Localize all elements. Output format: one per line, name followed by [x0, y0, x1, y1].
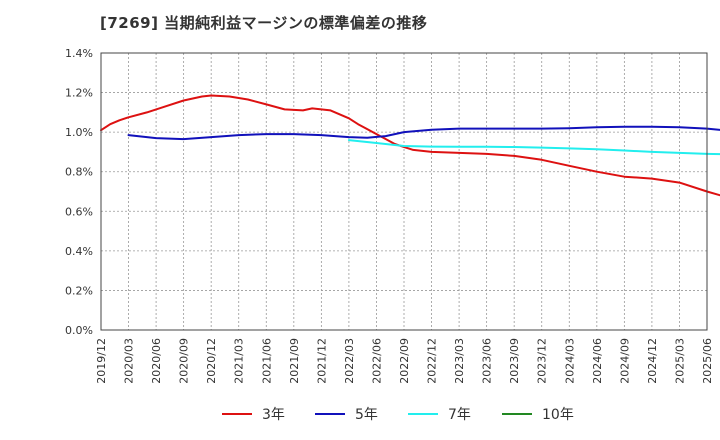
x-tick-label: 2023/06 [481, 338, 494, 384]
x-tick-label: 2021/06 [260, 338, 273, 384]
y-tick-label: 0.0% [65, 324, 93, 337]
x-tick-label: 2025/06 [701, 338, 714, 384]
legend-swatch-5y [315, 413, 345, 415]
series-line-2 [347, 139, 720, 156]
x-tick-label: 2021/09 [288, 338, 301, 384]
legend-item-5y: 5年 [315, 402, 378, 426]
legend-label-10y: 10年 [542, 407, 574, 423]
legend-label-5y: 5年 [355, 407, 378, 423]
x-tick-label: 2020/06 [150, 338, 163, 384]
x-tick-label: 2020/03 [123, 338, 136, 384]
x-tick-label: 2022/03 [343, 338, 356, 384]
x-tick-label: 2024/06 [591, 338, 604, 384]
x-tick-label: 2019/12 [95, 338, 108, 384]
legend-swatch-3y [222, 413, 252, 415]
legend-item-3y: 3年 [222, 402, 285, 426]
y-tick-label: 0.4% [65, 245, 93, 258]
x-tick-label: 2024/12 [646, 338, 659, 384]
chart-title: [7269] 当期純利益マージンの標準偏差の推移 [100, 14, 428, 32]
legend: 3年 5年 7年 10年 [0, 402, 720, 426]
y-tick-label: 1.0% [65, 126, 93, 139]
x-tick-label: 2021/03 [233, 338, 246, 384]
x-tick-label: 2024/09 [618, 338, 631, 384]
x-tick-label: 2025/03 [673, 338, 686, 384]
x-tick-label: 2022/12 [426, 338, 439, 384]
y-tick-label: 0.8% [65, 166, 93, 179]
y-axis-ticks: 0.0% 0.2% 0.4% 0.6% 0.8% 1.0% 1.2% 1.4% [65, 47, 93, 337]
legend-label-7y: 7年 [448, 407, 471, 423]
y-tick-label: 1.2% [65, 87, 93, 100]
x-tick-label: 2023/09 [508, 338, 521, 384]
series-lines [100, 94, 720, 197]
x-tick-label: 2021/12 [315, 338, 328, 384]
x-tick-label: 2020/12 [205, 338, 218, 384]
y-tick-label: 0.6% [65, 205, 93, 218]
x-axis-ticks: 2019/12 2020/03 2020/06 2020/09 2020/12 2021/… [95, 338, 714, 384]
plot-area-border [100, 52, 708, 331]
x-tick-label: 2023/03 [453, 338, 466, 384]
series-line-0 [100, 94, 720, 197]
legend-label-3y: 3年 [262, 407, 285, 423]
legend-swatch-7y [408, 413, 438, 415]
x-tick-label: 2024/03 [563, 338, 576, 384]
series-line-1 [127, 125, 720, 141]
y-tick-label: 1.4% [65, 47, 93, 60]
grid-lines [101, 52, 708, 330]
x-tick-label: 2020/09 [178, 338, 191, 384]
x-tick-label: 2022/06 [370, 338, 383, 384]
y-tick-label: 0.2% [65, 284, 93, 297]
x-tick-label: 2022/09 [398, 338, 411, 384]
legend-item-10y: 10年 [502, 402, 574, 426]
legend-swatch-10y [502, 413, 532, 415]
legend-item-7y: 7年 [408, 402, 471, 426]
x-tick-label: 2023/12 [536, 338, 549, 384]
